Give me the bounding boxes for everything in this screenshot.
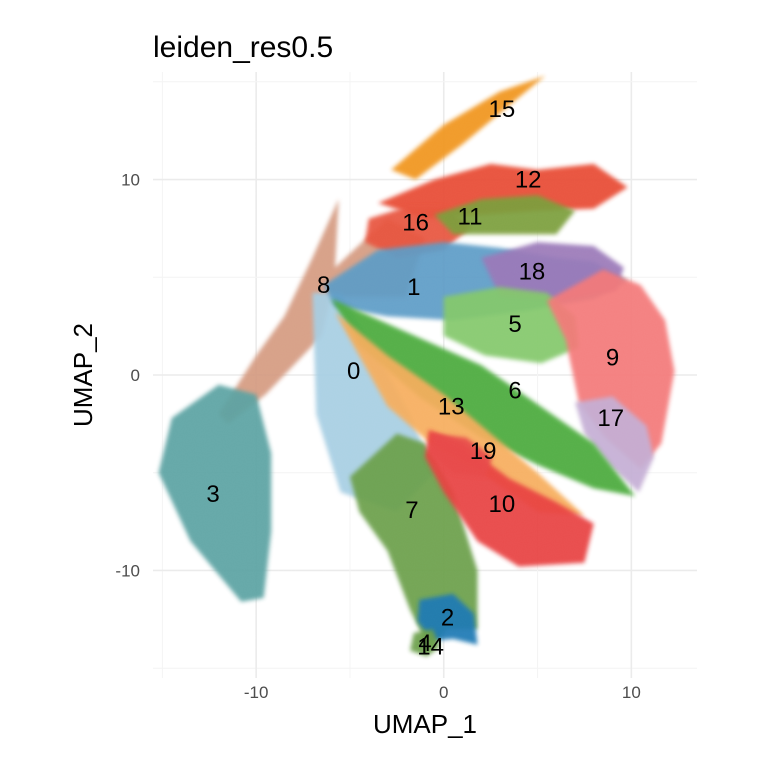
cluster-label-12: 12 (515, 167, 542, 194)
cluster-label-10: 10 (489, 491, 516, 518)
point-texture (153, 72, 697, 678)
y-tick-label: 10 (121, 171, 140, 190)
cluster-label-7: 7 (405, 497, 418, 524)
y-axis-title: UMAP_2 (68, 323, 98, 427)
cluster-label-17: 17 (597, 405, 624, 432)
cluster-label-9: 9 (606, 344, 619, 371)
x-tick-label: 10 (622, 683, 641, 702)
x-tick-label: -10 (244, 683, 269, 702)
y-tick-label: 0 (131, 366, 140, 385)
x-tick-label: 0 (439, 683, 448, 702)
point-clouds (153, 72, 697, 678)
cluster-label-16: 16 (402, 210, 429, 237)
chart-title: leiden_res0.5 (153, 31, 333, 64)
cluster-label-6: 6 (508, 378, 521, 405)
cluster-label-3: 3 (206, 481, 219, 508)
x-axis-title: UMAP_1 (373, 709, 477, 739)
cluster-label-18: 18 (519, 258, 546, 285)
y-tick-label: -10 (115, 561, 140, 580)
cluster-label-8: 8 (317, 272, 330, 299)
cluster-label-13: 13 (438, 393, 465, 420)
cluster-label-2: 2 (441, 604, 454, 631)
cluster-label-14: 14 (417, 634, 444, 661)
cluster-label-0: 0 (347, 358, 360, 385)
cluster-label-5: 5 (508, 311, 521, 338)
cluster-label-11: 11 (458, 204, 483, 231)
cluster-label-1: 1 (407, 274, 420, 301)
cluster-label-19: 19 (470, 438, 497, 465)
cluster-label-4: 4 (418, 630, 431, 657)
cluster-label-15: 15 (489, 96, 516, 123)
